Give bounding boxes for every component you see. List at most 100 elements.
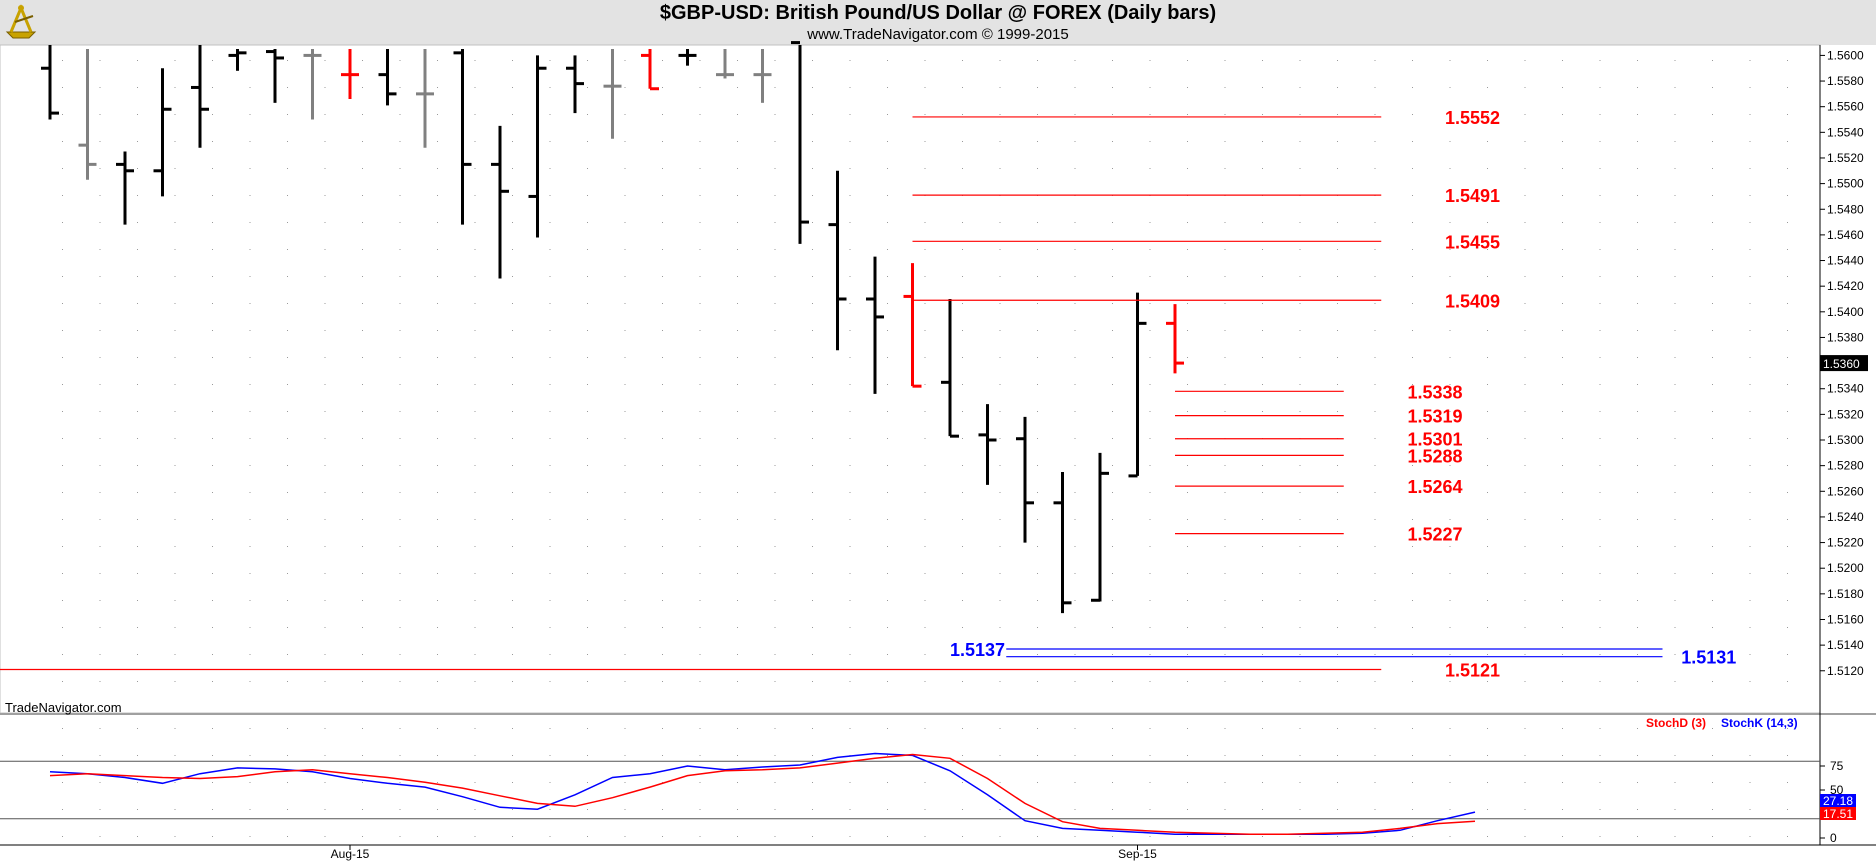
grid-dot [1037,627,1038,628]
grid-dot [1074,357,1076,358]
grid-dot [1712,600,1713,601]
grid-dot [137,465,138,466]
grid-dot [174,114,176,115]
grid-dot [249,303,251,304]
grid-dot [624,357,626,358]
grid-dot [1674,809,1676,810]
grid-dot [1712,836,1713,837]
grid-dot [287,782,288,783]
grid-dot [1149,654,1151,655]
grid-dot [1749,87,1751,88]
grid-dot [474,60,476,61]
grid-dot [737,60,738,61]
grid-dot [1337,330,1338,331]
grid-dot [1637,573,1638,574]
grid-dot [437,411,438,412]
grid-dot [1412,728,1413,729]
grid-dot [1674,465,1676,466]
grid-dot [174,546,176,547]
grid-dot [1674,546,1676,547]
grid-dot [1262,249,1263,250]
grid-dot [774,222,776,223]
grid-dot [437,627,438,628]
grid-dot [437,519,438,520]
grid-dot [99,600,101,601]
grid-dot [1299,168,1301,169]
grid-dot [474,195,476,196]
grid-dot [587,330,588,331]
grid-dot [362,303,363,304]
grid-dot [1487,141,1488,142]
grid-dot [737,654,738,655]
grid-dot [624,465,626,466]
grid-dot [1487,330,1488,331]
y-tick-label: 1.5220 [1827,536,1864,550]
grid-dot [1449,627,1451,628]
grid-dot [1599,276,1601,277]
grid-dot [999,411,1001,412]
grid-dot [512,357,513,358]
grid-dot [587,141,588,142]
grid-dot [399,60,401,61]
grid-dot [324,87,326,88]
grid-dot [1224,782,1226,783]
grid-dot [287,249,288,250]
grid-dot [1449,438,1451,439]
grid-dot [1787,384,1788,385]
grid-dot [1412,249,1413,250]
grid-dot [962,755,963,756]
grid-dot [1787,141,1788,142]
grid-dot [249,809,251,810]
grid-dot [1037,728,1038,729]
grid-dot [1449,728,1451,729]
grid-dot [1562,60,1563,61]
grid-dot [212,546,213,547]
grid-dot [662,465,663,466]
grid-dot [1374,465,1376,466]
grid-dot [362,627,363,628]
grid-dot [1712,411,1713,412]
grid-dot [624,782,626,783]
level-label: 1.5409 [1445,291,1500,311]
grid-dot [849,411,851,412]
grid-dot [287,60,288,61]
grid-dot [1337,303,1338,304]
grid-dot [1187,755,1188,756]
grid-dot [662,384,663,385]
grid-dot [512,276,513,277]
grid-dot [1712,519,1713,520]
grid-dot [1074,654,1076,655]
grid-dot [1449,465,1451,466]
sextant-logo-icon [5,4,37,39]
grid-dot [249,681,251,682]
grid-dot [1637,728,1638,729]
grid-dot [812,519,813,520]
grid-dot [1374,519,1376,520]
grid-dot [437,114,438,115]
grid-dot [1149,809,1151,810]
grid-dot [1449,546,1451,547]
grid-dot [99,573,101,574]
grid-dot [324,681,326,682]
grid-dot [774,276,776,277]
grid-dot [1524,438,1526,439]
grid-dot [1524,519,1526,520]
grid-dot [1599,357,1601,358]
grid-dot [812,357,813,358]
grid-dot [662,357,663,358]
grid-dot [587,384,588,385]
grid-dot [1524,681,1526,682]
grid-dot [1074,492,1076,493]
grid-dot [887,782,888,783]
grid-dot [1337,782,1338,783]
grid-dot [1299,573,1301,574]
grid-dot [249,114,251,115]
grid-dot [324,222,326,223]
grid-dot [212,141,213,142]
grid-dot [474,836,476,837]
grid-dot [962,438,963,439]
grid-dot [662,573,663,574]
grid-dot [1262,303,1263,304]
grid-dot [474,627,476,628]
grid-dot [1599,836,1601,837]
